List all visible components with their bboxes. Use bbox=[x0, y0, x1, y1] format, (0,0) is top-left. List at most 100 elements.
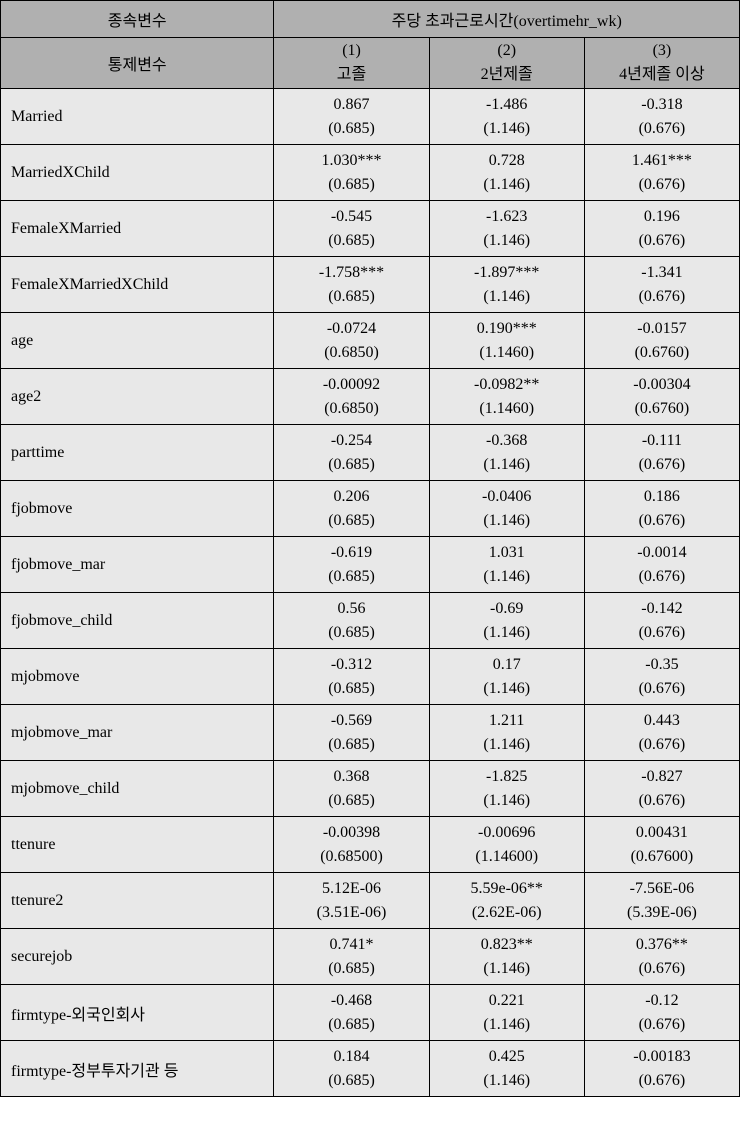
regression-table: 종속변수 주당 초과근로시간(overtimehr_wk) 통제변수 (1) 고… bbox=[0, 0, 740, 1097]
coef-value: 0.56 bbox=[278, 597, 424, 621]
se-value: (0.676) bbox=[589, 1069, 735, 1093]
se-value: (0.685) bbox=[278, 509, 424, 533]
value-cell: -0.12(0.676) bbox=[584, 985, 739, 1041]
table-row: mjobmove_child0.368(0.685)-1.825(1.146)-… bbox=[1, 761, 740, 817]
header-row-2: 통제변수 (1) 고졸 (2) 2년제졸 (3) 4년제졸 이상 bbox=[1, 38, 740, 89]
coef-value: 1.030*** bbox=[278, 149, 424, 173]
coef-value: -1.897*** bbox=[434, 261, 580, 285]
coef-value: -0.619 bbox=[278, 541, 424, 565]
row-label: securejob bbox=[1, 929, 274, 985]
value-cell: -1.825(1.146) bbox=[429, 761, 584, 817]
value-cell: -0.0982**(1.1460) bbox=[429, 369, 584, 425]
col3-num: (3) bbox=[589, 42, 735, 60]
se-value: (0.685) bbox=[278, 621, 424, 645]
table-row: MarriedXChild1.030***(0.685)0.728(1.146)… bbox=[1, 145, 740, 201]
coef-value: 0.443 bbox=[589, 709, 735, 733]
se-value: (0.676) bbox=[589, 677, 735, 701]
table-row: firmtype-외국인회사-0.468(0.685)0.221(1.146)-… bbox=[1, 985, 740, 1041]
se-value: (1.146) bbox=[434, 509, 580, 533]
value-cell: -0.69(1.146) bbox=[429, 593, 584, 649]
value-cell: 0.425(1.146) bbox=[429, 1041, 584, 1097]
se-value: (1.14600) bbox=[434, 845, 580, 869]
se-value: (0.676) bbox=[589, 621, 735, 645]
coef-value: 0.196 bbox=[589, 205, 735, 229]
value-cell: 0.443(0.676) bbox=[584, 705, 739, 761]
se-value: (0.676) bbox=[589, 789, 735, 813]
col1-num: (1) bbox=[278, 42, 424, 60]
coef-value: 0.190*** bbox=[434, 317, 580, 341]
se-value: (0.676) bbox=[589, 173, 735, 197]
table-row: fjobmove_mar-0.619(0.685)1.031(1.146)-0.… bbox=[1, 537, 740, 593]
se-value: (1.146) bbox=[434, 621, 580, 645]
value-cell: 0.728(1.146) bbox=[429, 145, 584, 201]
se-value: (1.146) bbox=[434, 733, 580, 757]
coef-value: -0.00304 bbox=[589, 373, 735, 397]
coef-value: -0.318 bbox=[589, 93, 735, 117]
value-cell: 0.823**(1.146) bbox=[429, 929, 584, 985]
row-label: age bbox=[1, 313, 274, 369]
table-row: fjobmove_child0.56(0.685)-0.69(1.146)-0.… bbox=[1, 593, 740, 649]
coef-value: -0.35 bbox=[589, 653, 735, 677]
table-row: securejob0.741*(0.685)0.823**(1.146)0.37… bbox=[1, 929, 740, 985]
se-value: (0.685) bbox=[278, 285, 424, 309]
col3-label: 4년제졸 이상 bbox=[589, 60, 735, 84]
row-label: FemaleXMarriedXChild bbox=[1, 257, 274, 313]
se-value: (0.685) bbox=[278, 1069, 424, 1093]
row-label: Married bbox=[1, 89, 274, 145]
se-value: (0.6850) bbox=[278, 397, 424, 421]
value-cell: -0.142(0.676) bbox=[584, 593, 739, 649]
value-cell: -0.00696(1.14600) bbox=[429, 817, 584, 873]
value-cell: 0.368(0.685) bbox=[274, 761, 429, 817]
control-var-label: 통제변수 bbox=[5, 51, 269, 75]
coef-value: -0.0406 bbox=[434, 485, 580, 509]
row-label: mjobmove bbox=[1, 649, 274, 705]
table-row: ttenure25.12E-06(3.51E-06)5.59e-06**(2.6… bbox=[1, 873, 740, 929]
value-cell: -0.827(0.676) bbox=[584, 761, 739, 817]
se-value: (1.146) bbox=[434, 117, 580, 141]
col2-header: (2) 2년제졸 bbox=[429, 38, 584, 89]
value-cell: 0.17(1.146) bbox=[429, 649, 584, 705]
value-cell: -0.0724(0.6850) bbox=[274, 313, 429, 369]
row-label: MarriedXChild bbox=[1, 145, 274, 201]
value-cell: -1.623(1.146) bbox=[429, 201, 584, 257]
se-value: (0.676) bbox=[589, 285, 735, 309]
header-row-1: 종속변수 주당 초과근로시간(overtimehr_wk) bbox=[1, 1, 740, 38]
coef-value: 0.823** bbox=[434, 933, 580, 957]
coef-value: 0.186 bbox=[589, 485, 735, 509]
value-cell: -0.00092(0.6850) bbox=[274, 369, 429, 425]
value-cell: 0.867(0.685) bbox=[274, 89, 429, 145]
coef-value: 0.184 bbox=[278, 1045, 424, 1069]
se-value: (0.685) bbox=[278, 173, 424, 197]
coef-value: 0.376** bbox=[589, 933, 735, 957]
value-cell: 1.211(1.146) bbox=[429, 705, 584, 761]
coef-value: -0.569 bbox=[278, 709, 424, 733]
coef-value: -0.00696 bbox=[434, 821, 580, 845]
se-value: (1.146) bbox=[434, 677, 580, 701]
row-label: ttenure2 bbox=[1, 873, 274, 929]
col1-header: (1) 고졸 bbox=[274, 38, 429, 89]
value-cell: -0.312(0.685) bbox=[274, 649, 429, 705]
coef-value: -1.341 bbox=[589, 261, 735, 285]
coef-value: -0.111 bbox=[589, 429, 735, 453]
value-cell: 1.031(1.146) bbox=[429, 537, 584, 593]
se-value: (0.676) bbox=[589, 957, 735, 981]
coef-value: -0.368 bbox=[434, 429, 580, 453]
table-row: age-0.0724(0.6850)0.190***(1.1460)-0.015… bbox=[1, 313, 740, 369]
value-cell: 0.186(0.676) bbox=[584, 481, 739, 537]
value-cell: -0.0157(0.6760) bbox=[584, 313, 739, 369]
value-cell: -0.619(0.685) bbox=[274, 537, 429, 593]
se-value: (1.146) bbox=[434, 565, 580, 589]
se-value: (0.685) bbox=[278, 565, 424, 589]
se-value: (1.146) bbox=[434, 285, 580, 309]
coef-value: 0.17 bbox=[434, 653, 580, 677]
table-row: mjobmove_mar-0.569(0.685)1.211(1.146)0.4… bbox=[1, 705, 740, 761]
table-row: age2-0.00092(0.6850)-0.0982**(1.1460)-0.… bbox=[1, 369, 740, 425]
value-cell: -0.545(0.685) bbox=[274, 201, 429, 257]
se-value: (0.685) bbox=[278, 733, 424, 757]
coef-value: 1.211 bbox=[434, 709, 580, 733]
value-cell: -0.318(0.676) bbox=[584, 89, 739, 145]
row-label: ttenure bbox=[1, 817, 274, 873]
se-value: (1.1460) bbox=[434, 397, 580, 421]
value-cell: 0.376**(0.676) bbox=[584, 929, 739, 985]
row-label: FemaleXMarried bbox=[1, 201, 274, 257]
